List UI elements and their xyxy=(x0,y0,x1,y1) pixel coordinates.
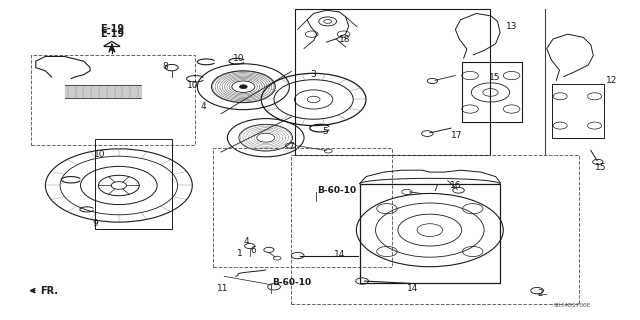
Bar xyxy=(95,139,172,229)
Text: 2: 2 xyxy=(538,289,543,298)
Text: 11: 11 xyxy=(216,284,228,292)
Bar xyxy=(212,148,392,268)
Text: E-19: E-19 xyxy=(100,29,124,39)
Text: 6: 6 xyxy=(250,246,256,255)
Text: SHJ4BS700E: SHJ4BS700E xyxy=(554,303,591,308)
Text: B-60-10: B-60-10 xyxy=(317,186,356,195)
Bar xyxy=(462,62,522,123)
Text: E-19: E-19 xyxy=(100,24,124,34)
Text: 7: 7 xyxy=(432,184,438,193)
Bar xyxy=(291,155,579,304)
Text: 15: 15 xyxy=(488,73,500,82)
Text: 1: 1 xyxy=(237,249,243,258)
Text: 7: 7 xyxy=(289,142,294,151)
Text: 13: 13 xyxy=(506,22,517,31)
Bar xyxy=(360,184,500,283)
Bar xyxy=(552,84,604,138)
Text: 10: 10 xyxy=(94,150,106,159)
Text: 15: 15 xyxy=(595,163,607,172)
Bar xyxy=(295,9,490,155)
Text: B-60-10: B-60-10 xyxy=(272,278,311,287)
Circle shape xyxy=(239,85,247,89)
Text: 14: 14 xyxy=(407,284,419,292)
Text: FR.: FR. xyxy=(31,286,58,296)
Text: 10: 10 xyxy=(186,81,198,90)
Text: 4: 4 xyxy=(201,102,207,111)
Text: 9: 9 xyxy=(92,219,98,228)
Text: 3: 3 xyxy=(311,70,317,79)
Text: 10: 10 xyxy=(232,53,244,62)
Text: 12: 12 xyxy=(605,76,617,85)
Text: 17: 17 xyxy=(451,131,463,140)
Text: 18: 18 xyxy=(339,35,350,44)
Text: 16: 16 xyxy=(450,181,461,190)
Bar xyxy=(31,55,195,145)
Text: 4: 4 xyxy=(244,237,250,246)
Text: 5: 5 xyxy=(322,127,328,136)
Text: 14: 14 xyxy=(333,251,345,260)
Text: 8: 8 xyxy=(163,62,168,71)
